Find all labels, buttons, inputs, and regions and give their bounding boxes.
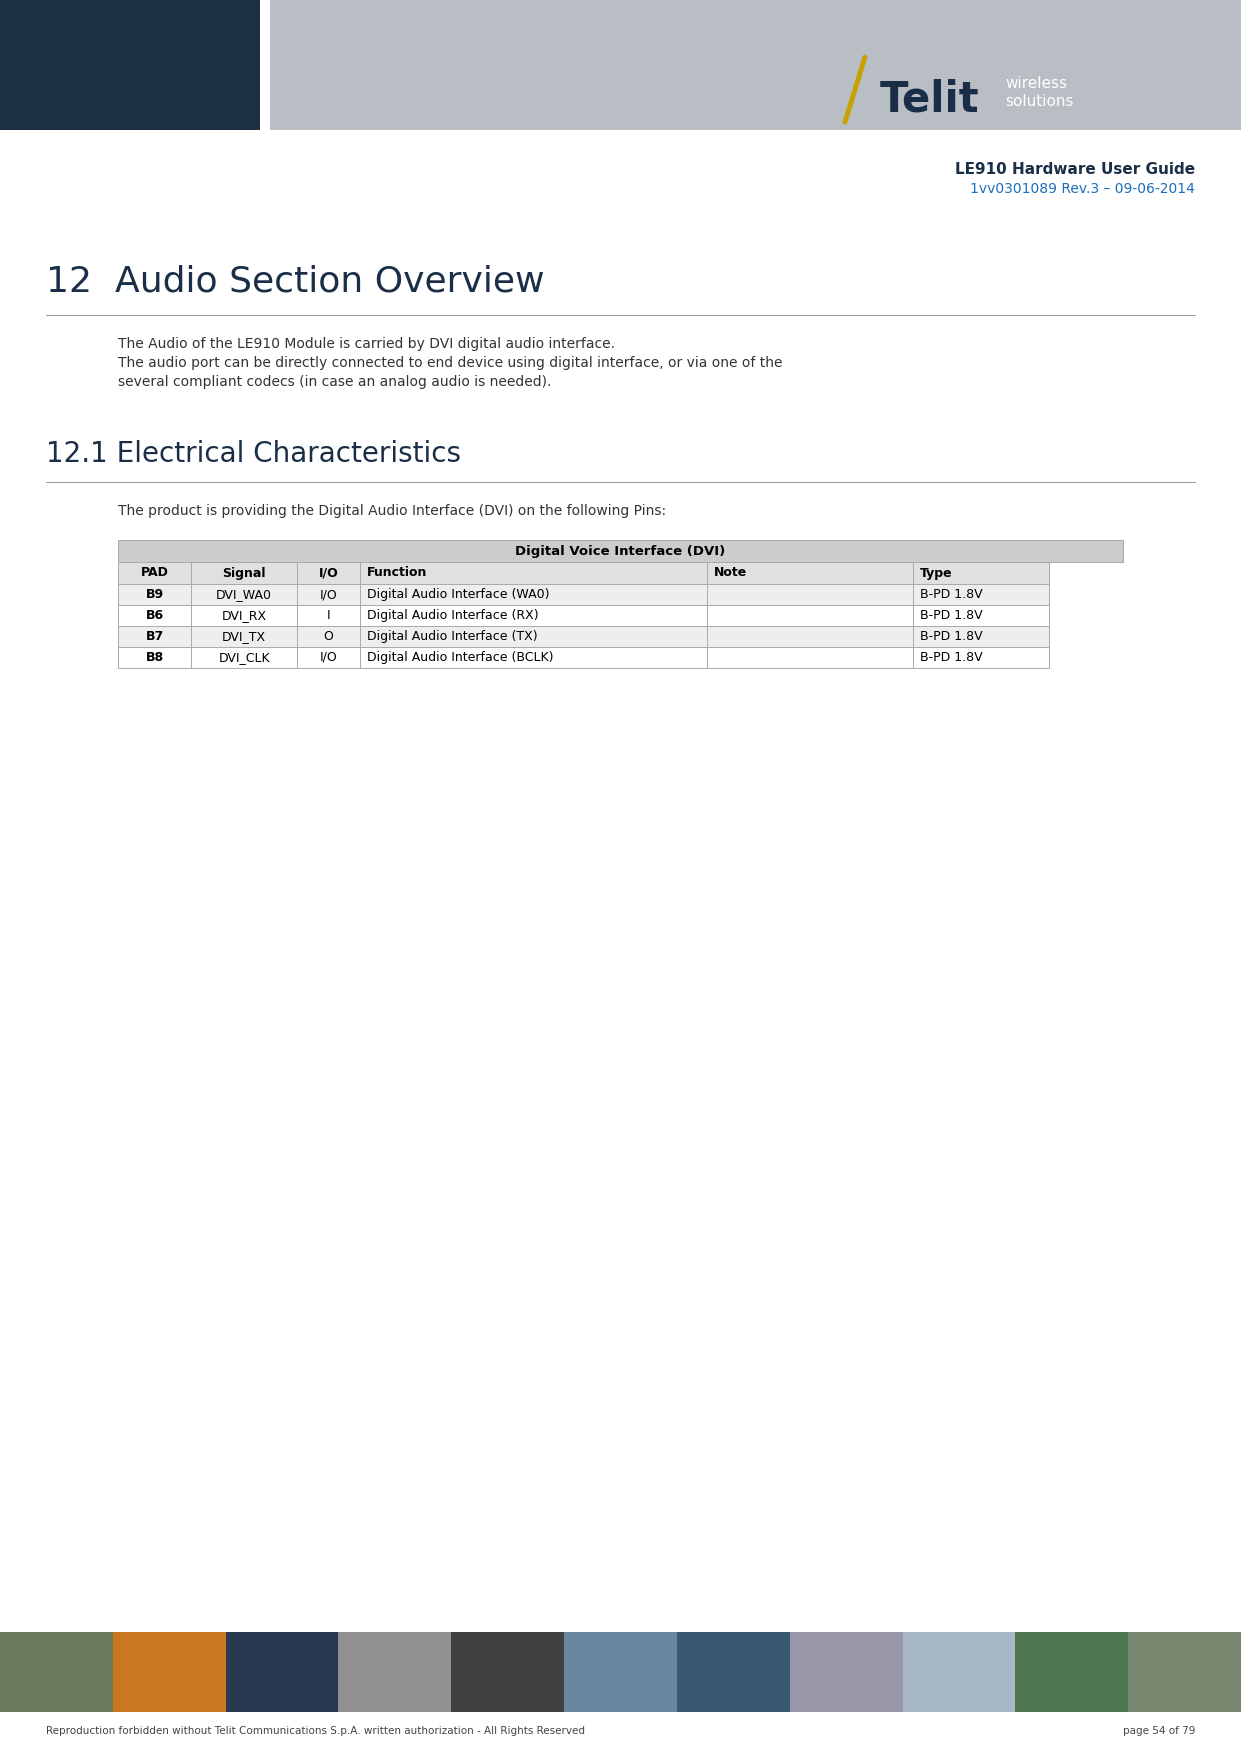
Bar — [360, 626, 707, 647]
Bar — [789, 1631, 902, 1712]
Bar — [118, 647, 191, 668]
Text: Digital Voice Interface (DVI): Digital Voice Interface (DVI) — [515, 544, 726, 558]
Text: Digital Audio Interface (TX): Digital Audio Interface (TX) — [367, 630, 537, 644]
Text: 12  Audio Section Overview: 12 Audio Section Overview — [46, 265, 545, 298]
Bar — [339, 1631, 452, 1712]
Bar — [707, 647, 913, 668]
Text: The product is providing the Digital Audio Interface (DVI) on the following Pins: The product is providing the Digital Aud… — [118, 503, 666, 517]
Text: Digital Audio Interface (BCLK): Digital Audio Interface (BCLK) — [367, 651, 553, 665]
Text: Reproduction forbidden without Telit Communications S.p.A. written authorization: Reproduction forbidden without Telit Com… — [46, 1726, 585, 1736]
Text: Note: Note — [714, 567, 747, 579]
Bar — [297, 605, 360, 626]
Text: Digital Audio Interface (WA0): Digital Audio Interface (WA0) — [367, 588, 550, 602]
Text: DVI_WA0: DVI_WA0 — [216, 588, 272, 602]
Bar — [452, 1631, 565, 1712]
Text: I: I — [326, 609, 330, 623]
Bar — [565, 1631, 676, 1712]
Bar — [118, 626, 191, 647]
Bar — [913, 561, 1049, 584]
Bar — [191, 584, 297, 605]
Bar — [902, 1631, 1015, 1712]
Text: several compliant codecs (in case an analog audio is needed).: several compliant codecs (in case an ana… — [118, 375, 551, 389]
Bar — [676, 1631, 789, 1712]
Bar — [1128, 1631, 1241, 1712]
Bar — [913, 647, 1049, 668]
Text: DVI_CLK: DVI_CLK — [218, 651, 271, 665]
Bar — [191, 561, 297, 584]
Bar — [360, 561, 707, 584]
Text: PAD: PAD — [140, 567, 169, 579]
Text: B8: B8 — [145, 651, 164, 665]
Bar — [360, 584, 707, 605]
Bar — [707, 626, 913, 647]
Bar — [707, 605, 913, 626]
Text: Telit: Telit — [880, 79, 979, 121]
Text: 12.1 Electrical Characteristics: 12.1 Electrical Characteristics — [46, 440, 460, 468]
Bar — [0, 1631, 113, 1712]
Bar — [113, 1631, 226, 1712]
Bar — [118, 561, 191, 584]
Text: Type: Type — [920, 567, 953, 579]
Bar — [707, 584, 913, 605]
Text: I/O: I/O — [320, 588, 338, 602]
Text: B-PD 1.8V: B-PD 1.8V — [920, 609, 983, 623]
Text: B7: B7 — [145, 630, 164, 644]
Bar — [118, 540, 1123, 561]
Bar — [297, 626, 360, 647]
Text: Function: Function — [367, 567, 428, 579]
Text: page 54 of 79: page 54 of 79 — [1123, 1726, 1195, 1736]
Text: LE910 Hardware User Guide: LE910 Hardware User Guide — [954, 161, 1195, 177]
Text: DVI_RX: DVI_RX — [222, 609, 267, 623]
Text: B-PD 1.8V: B-PD 1.8V — [920, 588, 983, 602]
Bar — [118, 605, 191, 626]
Bar — [191, 605, 297, 626]
Text: DVI_TX: DVI_TX — [222, 630, 266, 644]
Text: O: O — [324, 630, 334, 644]
Bar — [913, 626, 1049, 647]
Bar — [191, 647, 297, 668]
Text: B-PD 1.8V: B-PD 1.8V — [920, 651, 983, 665]
Text: 1vv0301089 Rev.3 – 09-06-2014: 1vv0301089 Rev.3 – 09-06-2014 — [970, 182, 1195, 196]
Bar — [226, 1631, 339, 1712]
Bar — [360, 647, 707, 668]
Text: wireless: wireless — [1005, 77, 1067, 91]
Text: solutions: solutions — [1005, 95, 1073, 109]
Bar — [1015, 1631, 1128, 1712]
Text: B6: B6 — [145, 609, 164, 623]
Text: B9: B9 — [145, 588, 164, 602]
Bar — [707, 561, 913, 584]
Text: Digital Audio Interface (RX): Digital Audio Interface (RX) — [367, 609, 539, 623]
Bar — [118, 584, 191, 605]
Bar — [913, 584, 1049, 605]
Bar — [191, 626, 297, 647]
Text: I/O: I/O — [319, 567, 339, 579]
Bar — [360, 605, 707, 626]
Text: Signal: Signal — [222, 567, 266, 579]
Bar — [297, 647, 360, 668]
Bar — [0, 0, 261, 130]
Bar — [913, 605, 1049, 626]
Bar — [261, 0, 271, 130]
Text: The Audio of the LE910 Module is carried by DVI digital audio interface.: The Audio of the LE910 Module is carried… — [118, 337, 616, 351]
Bar — [297, 584, 360, 605]
Text: The audio port can be directly connected to end device using digital interface, : The audio port can be directly connected… — [118, 356, 783, 370]
Text: B-PD 1.8V: B-PD 1.8V — [920, 630, 983, 644]
Bar — [271, 0, 1241, 130]
Bar — [297, 561, 360, 584]
Text: I/O: I/O — [320, 651, 338, 665]
